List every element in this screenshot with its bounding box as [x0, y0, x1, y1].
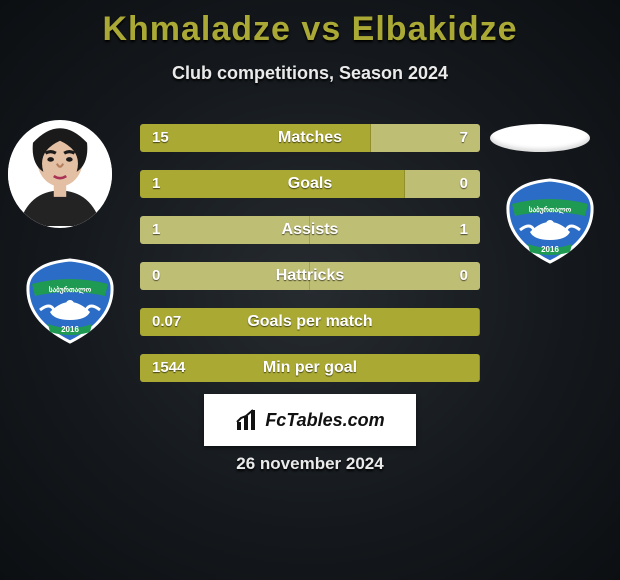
- player-left-club-crest: საბურთალო 2016: [20, 258, 120, 344]
- page-title: Khmaladze vs Elbakidze: [0, 0, 620, 49]
- stat-label: Goals: [140, 170, 480, 198]
- stat-row: 1Goals0: [140, 170, 480, 198]
- stats-comparison: 15Matches71Goals01Assists10Hattricks00.0…: [140, 124, 480, 400]
- player-right-avatar: [490, 124, 590, 152]
- chart-icon: [235, 408, 259, 432]
- crest-year: 2016: [541, 245, 559, 254]
- crest-icon: საბურთალო 2016: [20, 258, 120, 344]
- crest-year: 2016: [61, 325, 79, 334]
- stat-label: Goals per match: [140, 308, 480, 336]
- crest-icon: საბურთალო 2016: [500, 178, 600, 264]
- stat-value-right: 1: [460, 216, 468, 244]
- stat-label: Assists: [140, 216, 480, 244]
- stat-row: 0.07Goals per match: [140, 308, 480, 336]
- stat-row: 0Hattricks0: [140, 262, 480, 290]
- date-caption: 26 november 2024: [0, 454, 620, 474]
- player-right-club-crest: საბურთალო 2016: [500, 178, 600, 264]
- stat-row: 1544Min per goal: [140, 354, 480, 382]
- stat-value-right: 0: [460, 170, 468, 198]
- subtitle: Club competitions, Season 2024: [0, 63, 620, 84]
- stat-label: Min per goal: [140, 354, 480, 382]
- player-left-avatar: [8, 120, 112, 228]
- stat-value-right: 0: [460, 262, 468, 290]
- svg-text:საბურთალო: საბურთალო: [49, 285, 92, 294]
- brand-watermark: FcTables.com: [204, 394, 416, 446]
- stat-row: 15Matches7: [140, 124, 480, 152]
- stat-label: Hattricks: [140, 262, 480, 290]
- stat-value-right: 7: [460, 124, 468, 152]
- player-photo-icon: [8, 120, 112, 228]
- stat-label: Matches: [140, 124, 480, 152]
- stat-row: 1Assists1: [140, 216, 480, 244]
- brand-text: FcTables.com: [265, 410, 384, 431]
- svg-text:საბურთალო: საბურთალო: [529, 205, 572, 214]
